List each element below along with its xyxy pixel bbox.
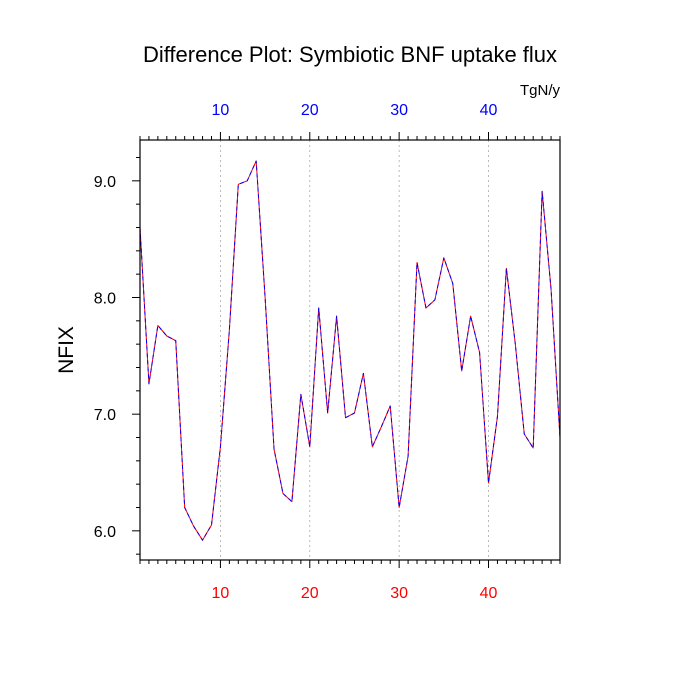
- grid-layer: [220, 140, 489, 560]
- y-axis-label: NFIX: [55, 326, 78, 374]
- x-tick-label-bottom: 40: [480, 585, 498, 602]
- units-label: TgN/y: [520, 82, 561, 99]
- x-tick-label-bottom: 20: [301, 585, 319, 602]
- x-tick-label-top: 10: [212, 102, 230, 119]
- label-layer: 10 10 20 20 30 30 40 40 6.0 7.0 8.0 9.0: [94, 102, 498, 602]
- chart-title: Difference Plot: Symbiotic BNF uptake fl…: [143, 42, 557, 67]
- x-tick-label-top: 30: [390, 102, 408, 119]
- series-line-2: [139, 160, 561, 541]
- y-tick-label: 9.0: [94, 174, 116, 191]
- x-tick-label-top: 20: [301, 102, 319, 119]
- x-tick-label-bottom: 30: [390, 585, 408, 602]
- tick-layer: [132, 132, 561, 568]
- x-tick-label-bottom: 10: [212, 585, 230, 602]
- x-tick-label-top: 40: [480, 102, 498, 119]
- y-tick-label: 6.0: [94, 524, 116, 541]
- series-layer: [139, 160, 561, 541]
- y-tick-label: 7.0: [94, 407, 116, 424]
- series-line-1: [139, 160, 561, 541]
- plot-frame: [139, 139, 561, 561]
- y-tick-label: 8.0: [94, 291, 116, 308]
